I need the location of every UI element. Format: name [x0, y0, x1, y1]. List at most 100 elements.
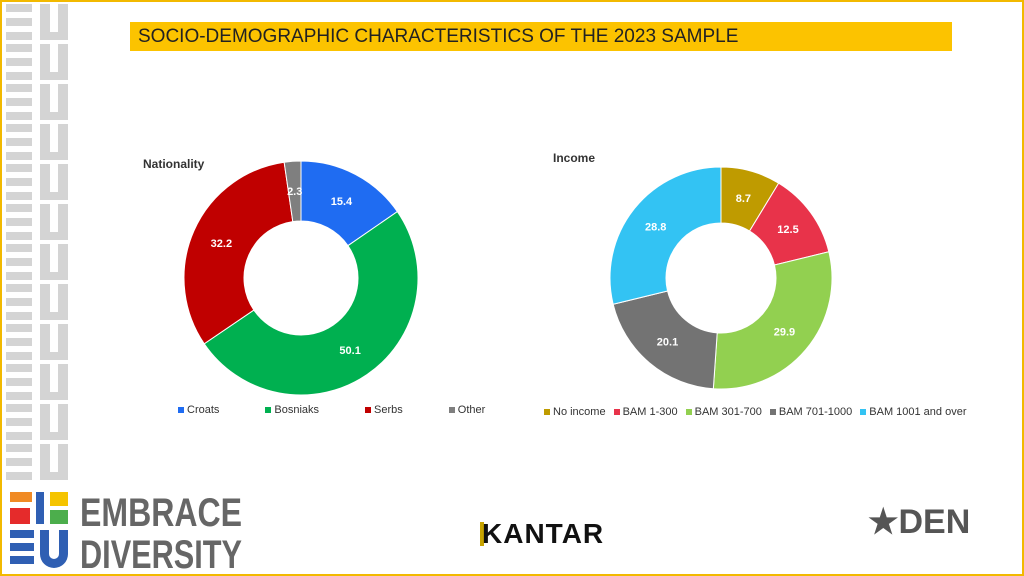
- watermark-block: [6, 124, 32, 132]
- svg-text:DIVERSITY: DIVERSITY: [80, 533, 242, 572]
- watermark-block: [6, 432, 32, 440]
- chart-title-income: Income: [553, 151, 596, 165]
- legend-item: Other: [448, 404, 485, 416]
- watermark-block: [6, 192, 32, 200]
- watermark-block: [40, 32, 68, 40]
- watermark-block: [40, 4, 50, 40]
- watermark-block: [40, 72, 68, 80]
- legend-label: BAM 1001 and over: [869, 406, 967, 418]
- legend-label: Croats: [187, 404, 220, 416]
- watermark-block: [6, 324, 32, 332]
- watermark-block: [40, 112, 68, 120]
- watermark-block: [6, 218, 32, 226]
- watermark-block: [40, 392, 68, 400]
- watermark-block: [6, 84, 32, 92]
- watermark-block: [58, 204, 68, 240]
- watermark-block: [40, 472, 68, 480]
- legend-swatch: [365, 407, 372, 414]
- watermark-block: [6, 284, 32, 292]
- legend-swatch: [448, 407, 455, 414]
- donut-slice-other: [283, 160, 302, 223]
- legend-item: No income: [544, 406, 606, 418]
- watermark-block: [40, 204, 50, 240]
- svg-text:EMBRACE: EMBRACE: [80, 491, 242, 535]
- legend-item: BAM 301-700: [685, 406, 762, 418]
- legend-swatch: [613, 409, 620, 416]
- watermark-block: [40, 364, 50, 400]
- data-label: 20.1: [657, 336, 678, 348]
- legend-swatch: [265, 407, 272, 414]
- watermark-block: [40, 404, 50, 440]
- legend-swatch: [544, 409, 550, 416]
- watermark-block: [6, 232, 32, 240]
- legend-item: BAM 1001 and over: [860, 406, 967, 418]
- watermark-block: [6, 72, 32, 80]
- donut-slice-bam-1001-and-over: [609, 166, 722, 305]
- watermark-block: [6, 178, 32, 186]
- watermark-block: [6, 458, 32, 466]
- watermark-block: [6, 392, 32, 400]
- watermark-block: [58, 284, 68, 320]
- donut-slice-serbs: [183, 161, 294, 345]
- legend-nationality: Croats Bosniaks Serbs Other: [178, 404, 531, 416]
- watermark-block: [6, 204, 32, 212]
- watermark-block: [6, 138, 32, 146]
- watermark-block: [6, 338, 32, 346]
- watermark-block: [6, 272, 32, 280]
- watermark-block: [40, 324, 50, 360]
- watermark-block: [6, 112, 32, 120]
- watermark-block: [40, 164, 50, 200]
- chart-title-nationality: Nationality: [143, 157, 205, 171]
- watermark-strip: [6, 4, 70, 484]
- legend-swatch: [769, 409, 776, 416]
- watermark-block: [6, 4, 32, 12]
- legend-income: No income BAM 1-300 BAM 301-700 BAM 701-100…: [544, 406, 975, 418]
- data-label: 28.8: [645, 222, 666, 234]
- data-label: 29.9: [774, 327, 795, 339]
- data-label: 32.2: [211, 238, 232, 250]
- watermark-block: [40, 352, 68, 360]
- watermark-block: [58, 44, 68, 80]
- watermark-block: [6, 152, 32, 160]
- legend-swatch: [860, 409, 867, 416]
- watermark-block: [6, 18, 32, 26]
- watermark-block: [40, 44, 50, 80]
- watermark-block: [6, 44, 32, 52]
- watermark-block: [58, 244, 68, 280]
- slide-title: SOCIO-DEMOGRAPHIC CHARACTERISTICS OF THE…: [130, 22, 952, 51]
- watermark-block: [6, 418, 32, 426]
- legend-item: Serbs: [365, 404, 403, 416]
- embrace-diversity-logo: EMBRACE DIVERSITY: [10, 488, 245, 572]
- legend-item: BAM 1-300: [613, 406, 678, 418]
- legend-item: Croats: [178, 404, 219, 416]
- watermark-block: [6, 164, 32, 172]
- data-label: 8.7: [736, 193, 751, 205]
- legend-swatch: [685, 409, 692, 416]
- legend-label: BAM 701-1000: [778, 406, 853, 418]
- watermark-block: [40, 232, 68, 240]
- watermark-block: [58, 444, 68, 480]
- data-label: 15.4: [331, 196, 353, 208]
- legend-item: Bosniaks: [265, 404, 319, 416]
- watermark-block: [40, 152, 68, 160]
- legend-item: BAM 701-1000: [769, 406, 853, 418]
- watermark-block: [40, 284, 50, 320]
- watermark-block: [6, 444, 32, 452]
- watermark-block: [6, 364, 32, 372]
- watermark-block: [6, 32, 32, 40]
- watermark-block: [40, 124, 50, 160]
- legend-label: No income: [553, 406, 606, 418]
- watermark-block: [40, 312, 68, 320]
- legend-swatch: [178, 407, 184, 414]
- legend-label: Bosniaks: [274, 404, 320, 416]
- legend-label: BAM 301-700: [694, 406, 762, 418]
- watermark-block: [58, 124, 68, 160]
- data-label: 2.3: [287, 186, 302, 198]
- data-label: 50.1: [339, 345, 360, 357]
- watermark-block: [6, 404, 32, 412]
- watermark-block: [40, 272, 68, 280]
- watermark-block: [6, 312, 32, 320]
- watermark-block: [58, 164, 68, 200]
